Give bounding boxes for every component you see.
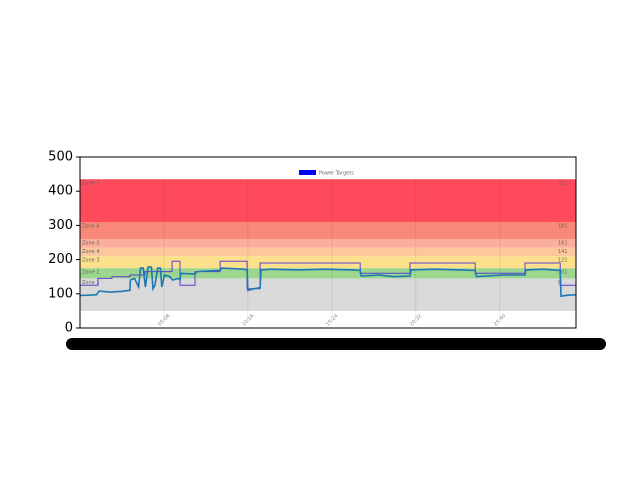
zone-value: 201 [558,181,568,187]
x-tick-label-blob [66,338,606,350]
zone-value: 141 [558,249,568,255]
y-tick-label: 100 [48,286,73,301]
series-line [79,266,577,298]
legend-label: Power Targets [319,171,354,177]
zone-value: 101 [558,270,568,276]
zone-band [80,278,576,311]
zone-name: Zone 4 [82,249,100,255]
zone-name: Zone 3 [82,258,100,264]
legend-swatch [299,170,316,175]
y-tick-label: 400 [48,184,73,199]
zone-name: Zone 7 [82,181,100,187]
y-tick-label: 300 [48,218,73,233]
zone-value: 121 [558,258,568,264]
zone-band [80,268,576,279]
y-tick-label: 500 [48,150,73,165]
y-tick-label: 0 [65,321,73,336]
zone-band [80,221,576,240]
zone-name: Zone 6 [82,223,100,229]
zone-name: Zone 2 [82,270,100,276]
zone-value: 0 [558,280,561,286]
zone-value: 181 [558,223,568,229]
zone-value: 161 [558,241,568,247]
y-tick-label: 200 [48,252,73,267]
zone-name: Zone 5 [82,241,100,247]
zone-band [80,239,576,248]
zone-name: Zone 1 [82,280,100,286]
axes-frame [79,156,577,329]
zone-band [80,256,576,269]
zone-band [80,247,576,257]
zone-band [80,179,576,222]
